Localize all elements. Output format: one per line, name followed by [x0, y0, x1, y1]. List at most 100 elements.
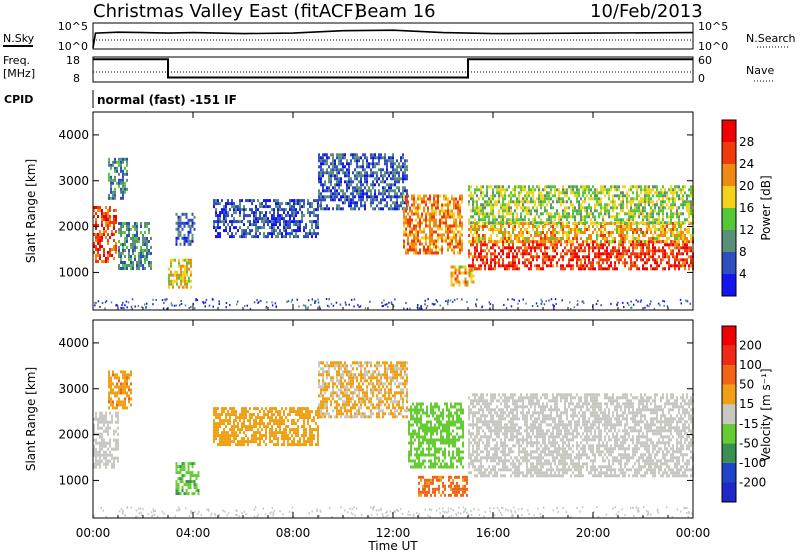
power-cell [568, 225, 570, 228]
power-cell [354, 195, 356, 199]
power-cell [452, 274, 455, 278]
power-cell [114, 157, 116, 161]
power-cell [678, 194, 680, 198]
power-cell [322, 174, 324, 178]
power-noise-cell [536, 305, 539, 308]
velocity-cell [130, 403, 132, 407]
power-cell [95, 233, 97, 236]
power-cell [684, 249, 686, 253]
velocity-cell [130, 370, 132, 374]
power-cell [608, 209, 610, 213]
power-cell [360, 171, 362, 175]
power-cell [488, 267, 490, 271]
power-cell [382, 198, 384, 202]
velocity-cell [122, 382, 124, 386]
velocity-cell [283, 437, 285, 441]
power-cell [279, 214, 281, 218]
power-noise-cell [332, 304, 335, 307]
power-cell [372, 156, 374, 160]
power-cell [612, 194, 614, 198]
power-cell [690, 212, 692, 216]
power-cell [486, 243, 488, 247]
power-cell [103, 215, 105, 218]
power-noise-cell [644, 306, 646, 309]
power-cell [354, 204, 356, 208]
power-cell [586, 240, 588, 243]
velocity-cell [110, 388, 112, 392]
power-cell [431, 209, 433, 213]
power-cell [451, 197, 453, 201]
power-cell [558, 240, 560, 243]
velocity-cell [109, 444, 111, 448]
velocity-cell [181, 480, 184, 484]
power-cell [554, 188, 556, 192]
power-cell [289, 232, 291, 236]
power-cell [656, 221, 658, 225]
power-cell [536, 267, 538, 271]
power-cell [576, 234, 578, 237]
power-cell [409, 245, 411, 249]
power-cell [682, 258, 684, 262]
power-cell [560, 228, 562, 231]
power-cell [334, 195, 336, 199]
power-noise-cell [190, 305, 192, 308]
power-noise-cell [152, 303, 154, 306]
power-cell [433, 194, 435, 198]
power-cell [423, 209, 425, 213]
power-cell [122, 175, 124, 179]
power-cell [582, 188, 584, 192]
power-cell [223, 217, 225, 221]
power-cell [362, 174, 364, 178]
power-cell [384, 180, 386, 184]
power-cell [584, 206, 586, 210]
power-cell [445, 212, 447, 216]
power-cell [510, 218, 512, 222]
power-cell [454, 268, 457, 272]
velocity-cell [101, 435, 103, 439]
power-cell [352, 207, 354, 211]
power-cell [470, 267, 472, 271]
power-cell [654, 228, 656, 231]
velocity-cell [126, 373, 128, 377]
power-cell [536, 252, 538, 256]
power-cell [640, 228, 642, 231]
power-noise-cell [166, 307, 168, 310]
power-cell [336, 192, 338, 196]
power-cell [602, 258, 604, 262]
velocity-cell [115, 441, 117, 445]
power-cell [480, 240, 482, 244]
power-cell [394, 207, 396, 211]
power-noise-cell [666, 305, 669, 308]
power-cell [170, 270, 172, 274]
power-cell [455, 221, 457, 225]
velocity-cell [110, 382, 112, 386]
power-cell [636, 240, 638, 243]
power-cell [447, 212, 449, 216]
power-cell [488, 264, 490, 268]
power-cell [122, 252, 124, 255]
power-cell [618, 228, 620, 231]
power-cell [307, 202, 309, 206]
power-cell [654, 249, 656, 253]
power-cell [277, 208, 279, 212]
power-cell [662, 234, 664, 237]
velocity-cell [107, 459, 109, 463]
power-cell [107, 215, 109, 218]
power-cell [356, 153, 358, 157]
power-cell [646, 267, 648, 271]
power-cell [130, 228, 132, 231]
power-cell [241, 208, 243, 212]
power-cell [362, 168, 364, 172]
power-cell [474, 206, 476, 210]
power-cell [105, 206, 107, 209]
power-cell [340, 162, 342, 166]
velocity-cell [108, 385, 110, 389]
power-cell [468, 268, 471, 272]
power-cell [407, 248, 409, 252]
power-cell [352, 195, 354, 199]
power-cell [124, 190, 126, 194]
power-noise-cell [225, 306, 227, 309]
power-noise-cell [266, 301, 268, 304]
power-noise-cell [383, 299, 385, 302]
power-cell [490, 237, 492, 240]
